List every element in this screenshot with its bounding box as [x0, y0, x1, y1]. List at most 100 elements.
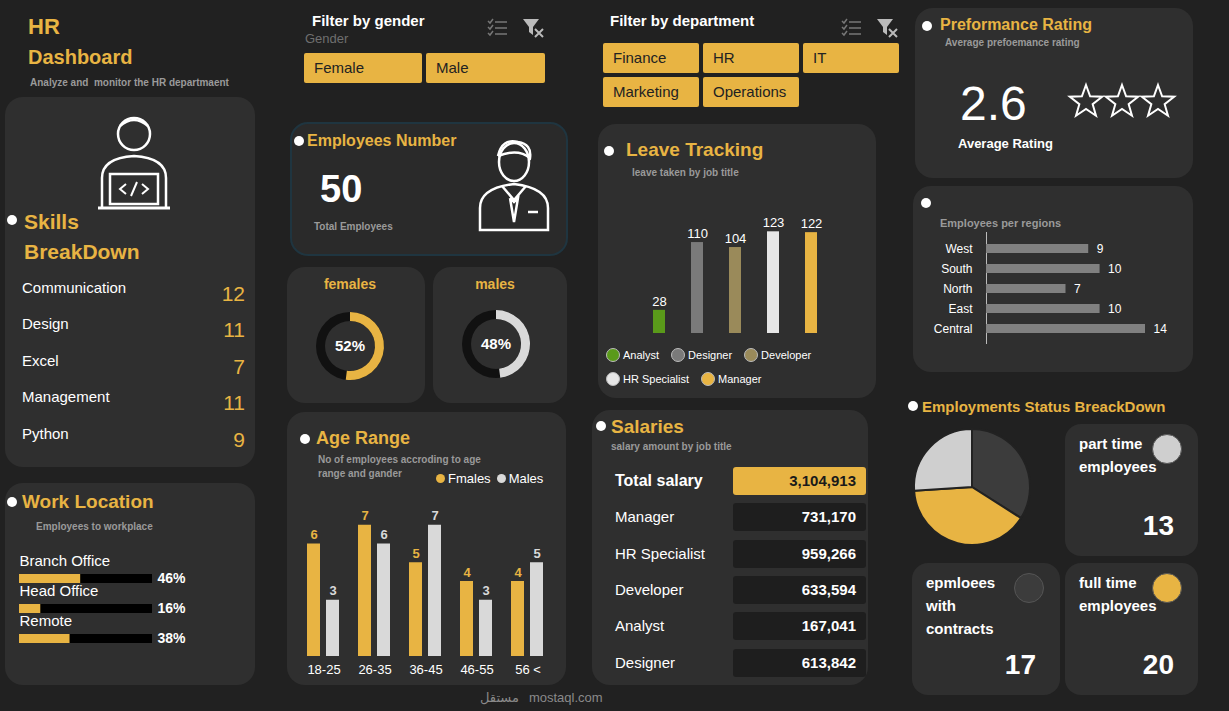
svg-text:14: 14: [1154, 322, 1168, 336]
html-text:9: 9: [233, 427, 245, 451]
html-text:Analyst: Analyst: [615, 617, 665, 635]
html-text:50: 50: [320, 168, 363, 210]
html-text:Developer: Developer: [615, 580, 684, 598]
html-text:7: 7: [233, 354, 245, 378]
html-text:Finance: Finance: [613, 49, 667, 66]
html-text:Salaries: Salaries: [611, 416, 684, 437]
html-text:HR Specialist: HR Specialist: [623, 373, 689, 385]
html-text:Fmales: Fmales: [448, 471, 491, 486]
svg-text:Branch Office: Branch Office: [20, 552, 111, 569]
svg-text:East: East: [948, 302, 973, 316]
html-text:13: 13: [1142, 510, 1174, 541]
svg-text:5: 5: [533, 546, 540, 561]
svg-text:7: 7: [431, 508, 438, 523]
html-text:Female: Female: [314, 59, 364, 76]
svg-text:52%: 52%: [335, 337, 365, 354]
html-text:مستقل: مستقل: [480, 690, 519, 705]
html-text:Python: Python: [22, 424, 69, 442]
html-text:Filter by department: Filter by department: [610, 12, 755, 29]
html-text:2.6: 2.6: [960, 77, 1027, 130]
svg-text:28: 28: [652, 294, 666, 309]
html-text:females: females: [323, 276, 377, 292]
html-text:167,041: 167,041: [801, 617, 856, 635]
html-text:Skills BreakDown: Skills BreakDown: [24, 210, 140, 263]
svg-text:122: 122: [801, 216, 823, 231]
svg-text:4: 4: [514, 565, 522, 580]
svg-text:West: West: [945, 242, 973, 256]
svg-text:North: North: [943, 282, 972, 296]
html-text:20: 20: [1142, 649, 1174, 680]
html-text:633,594: 633,594: [801, 580, 856, 598]
html-text:Employees Number: Employees Number: [307, 132, 457, 149]
html-text:Males: Males: [508, 471, 544, 486]
svg-text:10: 10: [1108, 262, 1122, 276]
svg-text:36-45: 36-45: [409, 662, 442, 677]
svg-text:16%: 16%: [158, 600, 187, 616]
html-text:mostaql.com: mostaql.com: [528, 690, 603, 705]
html-text:Average Rating: Average Rating: [958, 136, 1053, 151]
html-text:Dashboard: Dashboard: [28, 46, 133, 68]
html-text:17: 17: [1004, 649, 1036, 680]
html-text:HR: HR: [713, 49, 735, 66]
html-text:males: males: [475, 276, 515, 292]
html-text:No of employees accroding to a: No of employees accroding to age range a…: [318, 454, 481, 479]
svg-text:26-35: 26-35: [358, 662, 391, 677]
html-text:Age Range: Age Range: [316, 428, 410, 448]
svg-text:Head Office: Head Office: [20, 582, 99, 599]
html-text:11: 11: [223, 318, 245, 342]
html-text:3,104,913: 3,104,913: [789, 472, 856, 489]
html-text:Male: Male: [436, 59, 469, 76]
svg-text:110: 110: [687, 226, 708, 241]
html-text:Manager: Manager: [615, 508, 675, 526]
svg-text:4: 4: [463, 565, 471, 580]
svg-text:Remote: Remote: [20, 612, 73, 629]
svg-text:104: 104: [725, 231, 747, 246]
html-text:Employments Status BreackDown: Employments Status BreackDown: [922, 398, 1166, 415]
html-text:12: 12: [221, 282, 245, 305]
html-text:Leave Tracking: Leave Tracking: [626, 139, 764, 160]
svg-text:5: 5: [412, 546, 419, 561]
html-text:full time employees: full time employees: [1079, 574, 1157, 614]
svg-text:Central: Central: [934, 322, 973, 336]
html-text:Total salary: Total salary: [615, 472, 703, 489]
svg-text:38%: 38%: [158, 630, 187, 646]
svg-text:123: 123: [763, 215, 785, 230]
html-text:Designer: Designer: [688, 349, 733, 361]
svg-text:9: 9: [1097, 242, 1104, 256]
html-text:part time employees: part time employees: [1079, 435, 1157, 475]
html-text:Developer: Developer: [761, 349, 812, 361]
svg-text:7: 7: [361, 508, 368, 523]
html-text:epmloees with contracts: epmloees with contracts: [926, 574, 996, 637]
html-text:IT: IT: [813, 49, 827, 66]
html-text:731,170: 731,170: [801, 508, 856, 526]
svg-text:6: 6: [310, 527, 317, 542]
svg-text:3: 3: [329, 583, 336, 598]
html-text:959,266: 959,266: [801, 544, 856, 562]
svg-text:7: 7: [1074, 282, 1081, 296]
html-text:Design: Design: [22, 315, 69, 333]
svg-text:18-25: 18-25: [307, 662, 340, 677]
html-text:Marketing: Marketing: [613, 83, 679, 100]
html-text:HR: HR: [28, 14, 60, 39]
svg-text:56 <: 56 <: [515, 662, 541, 677]
html-text:Gender: Gender: [305, 31, 349, 46]
svg-text:3: 3: [482, 583, 489, 598]
html-text:Designer: Designer: [615, 653, 675, 671]
svg-text:46%: 46%: [158, 570, 187, 586]
html-text:11: 11: [223, 391, 245, 415]
html-text:Analyst: Analyst: [623, 349, 660, 361]
html-text:613,842: 613,842: [801, 653, 856, 671]
html-text:Work Location: Work Location: [22, 491, 154, 512]
html-text:Preformance Rating: Preformance Rating: [940, 16, 1092, 33]
html-text:Communication: Communication: [22, 279, 127, 296]
html-text:Excel: Excel: [22, 351, 59, 369]
svg-text:6: 6: [380, 527, 387, 542]
svg-text:46-55: 46-55: [460, 662, 493, 677]
svg-text:48%: 48%: [481, 335, 511, 352]
html-text:Operations: Operations: [713, 83, 787, 100]
svg-text:10: 10: [1108, 302, 1122, 316]
html-text:Filter by gender: Filter by gender: [312, 12, 425, 29]
html-text:Management: Management: [22, 388, 110, 406]
svg-text:South: South: [941, 262, 972, 276]
html-text:HR Specialist: HR Specialist: [615, 544, 705, 562]
